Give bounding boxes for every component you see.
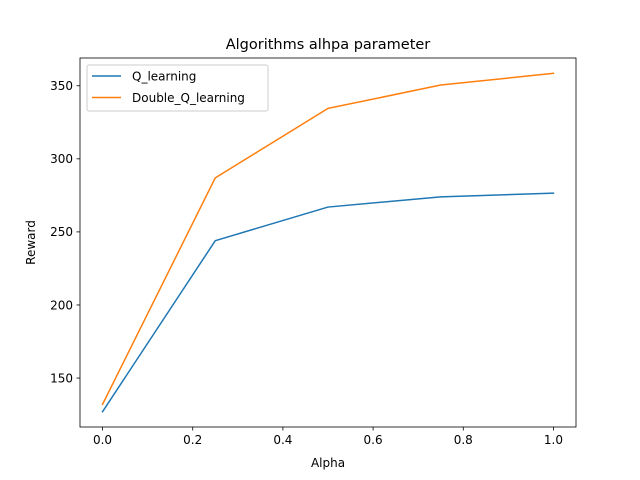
legend-label-1: Double_Q_learning <box>132 91 245 105</box>
series-line-1 <box>101 72 555 406</box>
y-axis-label: Reward <box>24 220 38 265</box>
ticks-layer: 0.0 0.2 0.4 0.6 0.8 1.0 150 200 250 300 350 <box>50 79 563 447</box>
y-tick-label: 150 <box>50 371 73 385</box>
series-layer <box>101 72 555 413</box>
y-tick-label: 350 <box>50 79 73 93</box>
x-tick-label: 0.4 <box>273 433 292 447</box>
y-tick-label: 200 <box>50 298 73 312</box>
legend-label-0: Q_learning <box>132 69 196 83</box>
legend-box <box>86 64 269 112</box>
y-tick-label: 250 <box>50 225 73 239</box>
plot-frame <box>79 57 577 428</box>
x-tick-label: 0.6 <box>364 433 383 447</box>
y-tick-label: 300 <box>50 152 73 166</box>
x-tick-label: 0.0 <box>93 433 112 447</box>
legend: Q_learning Double_Q_learning <box>86 64 269 112</box>
x-tick-label: 0.2 <box>183 433 202 447</box>
series-line-0 <box>101 192 555 413</box>
chart-title: Algorithms alhpa parameter <box>226 37 431 53</box>
x-tick-label: 1.0 <box>544 433 563 447</box>
x-axis-label: Alpha <box>311 456 345 470</box>
x-tick-label: 0.8 <box>454 433 473 447</box>
